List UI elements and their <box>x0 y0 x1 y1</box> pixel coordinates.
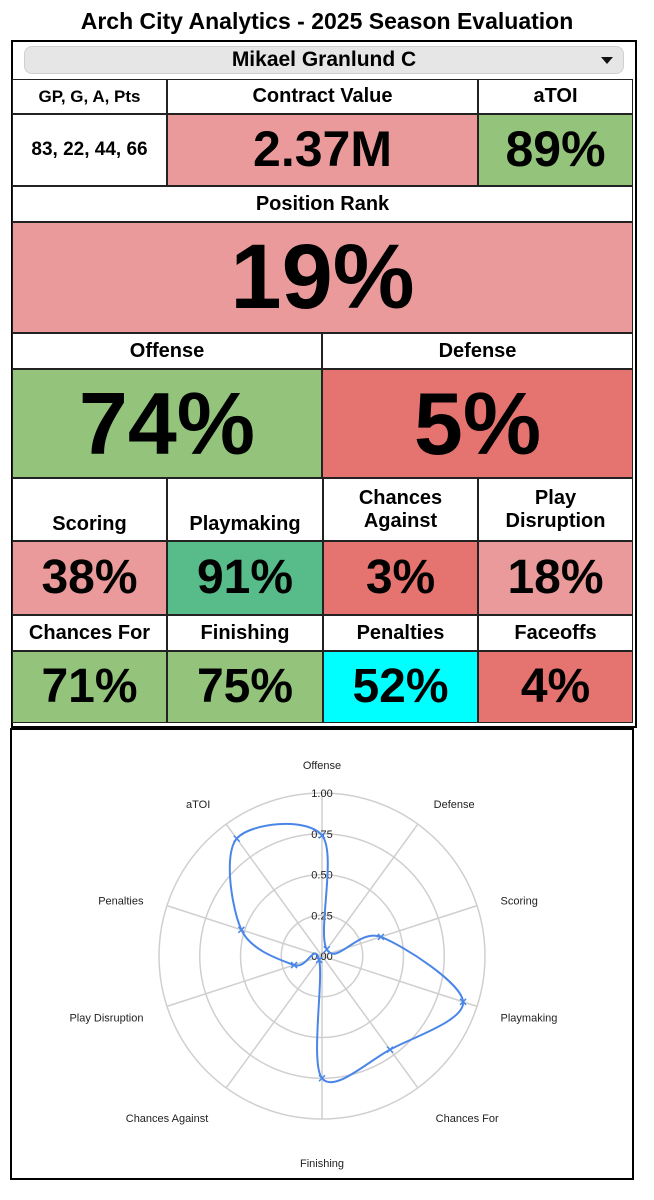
player-select-value: Mikael Granlund C <box>231 48 417 71</box>
radar-category-label-offense: Offense <box>303 760 341 772</box>
faceoffs-value: 4% <box>478 651 633 723</box>
defense-value: 5% <box>322 369 633 478</box>
radar-point-finishing <box>318 1074 326 1082</box>
chances-for-value: 71% <box>12 651 167 723</box>
radar-category-label-chances-against: Chances Against <box>126 1113 209 1125</box>
scoring-value: 38% <box>12 541 167 615</box>
radar-tick-label: 0.25 <box>311 910 332 922</box>
atoi-value: 89% <box>478 114 633 186</box>
offense-value: 74% <box>12 369 322 478</box>
radar-point-playmaking <box>459 998 467 1006</box>
playmaking-value: 91% <box>167 541 323 615</box>
chevron-down-icon <box>601 57 613 64</box>
radar-spoke <box>225 823 323 957</box>
radar-category-label-defense: Defense <box>434 799 475 811</box>
finishing-label: Finishing <box>167 615 323 651</box>
radar-spoke <box>225 955 323 1089</box>
offense-label: Offense <box>12 333 322 369</box>
position-rank-value: 19% <box>12 222 633 333</box>
playmaking-label: Playmaking <box>167 478 323 541</box>
penalties-label: Penalties <box>323 615 478 651</box>
position-rank-label: Position Rank <box>12 186 633 222</box>
radar-point-chances-for <box>386 1046 394 1054</box>
radar-point-penalties <box>237 926 245 934</box>
scoring-label: Scoring <box>12 478 167 541</box>
radar-spoke <box>321 955 419 1089</box>
radar-spoke <box>166 955 323 1008</box>
radar-point-play-disruption <box>290 961 298 969</box>
radar-category-label-playmaking: Playmaking <box>501 1012 558 1024</box>
chances-for-label: Chances For <box>12 615 167 651</box>
contract-label: Contract Value <box>167 79 478 114</box>
finishing-value: 75% <box>167 651 323 723</box>
radar-point-defense <box>323 945 331 953</box>
radar-point-chances-against <box>315 956 323 964</box>
radar-category-label-finishing: Finishing <box>300 1158 344 1170</box>
chances-against-label: Chances Against <box>323 478 478 541</box>
radar-tick-label: 1.00 <box>311 788 332 800</box>
atoi-label: aTOI <box>478 79 633 114</box>
chances-against-value: 3% <box>323 541 478 615</box>
radar-category-label-atoi: aTOI <box>186 799 210 811</box>
faceoffs-label: Faceoffs <box>478 615 633 651</box>
radar-category-label-penalties: Penalties <box>98 896 144 908</box>
radar-spoke <box>166 904 323 957</box>
stats-label: GP, G, A, Pts <box>12 79 167 114</box>
radar-spoke <box>321 955 478 1008</box>
defense-label: Defense <box>322 333 633 369</box>
radar-chart: 0.000.250.500.751.00OffenseDefenseScorin… <box>69 760 558 1170</box>
radar-series-line <box>228 822 465 1084</box>
radar-spoke <box>321 823 419 957</box>
radar-point-scoring <box>377 933 385 941</box>
radar-category-label-play-disruption: Play Disruption <box>69 1012 143 1024</box>
play-disruption-label: Play Disruption <box>478 478 633 541</box>
radar-category-label-chances-for: Chances For <box>436 1113 499 1125</box>
penalties-value: 52% <box>323 651 478 723</box>
radar-point-atoi <box>233 835 241 843</box>
radar-chart-panel: 0.00 0.25 0.50 0.75 1.00 Offense Defense Scorin… <box>10 728 634 1180</box>
radar-point-offense <box>318 831 326 839</box>
page-title: Arch City Analytics - 2025 Season Evalua… <box>80 8 574 34</box>
radar-category-label-scoring: Scoring <box>501 896 538 908</box>
radar-tick-label: 0.50 <box>311 870 332 882</box>
player-select[interactable]: Mikael Granlund C <box>24 46 624 74</box>
contract-value: 2.37M <box>167 114 478 186</box>
play-disruption-value: 18% <box>478 541 633 615</box>
stats-value: 83, 22, 44, 66 <box>12 114 167 186</box>
